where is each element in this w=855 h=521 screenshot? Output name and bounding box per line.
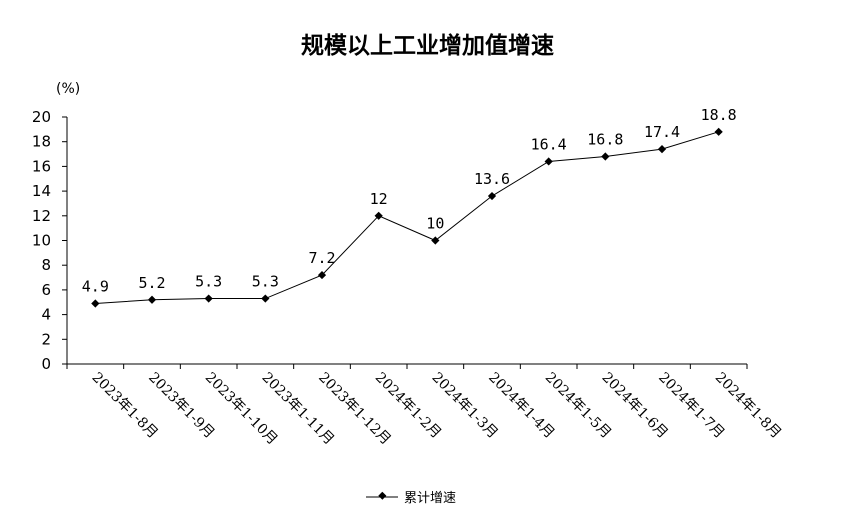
data-point [147,295,157,304]
data-label: 5.3 [195,273,222,291]
legend-label: 累计增速 [404,491,456,506]
data-point [91,299,100,308]
data-labels: 4.9 5.2 5.3 5.3 7.2 12 10 13.6 16.4 16.8 17.4 18.8 [82,106,737,296]
y-axis-ticks: 0 2 4 6 8 10 12 14 16 18 20 [32,108,67,373]
y-tick-label: 8 [41,256,51,274]
data-point [544,157,553,166]
data-label: 13.6 [474,170,510,188]
y-tick-label: 10 [32,232,51,250]
data-label: 4.9 [82,277,109,295]
data-point [657,145,667,154]
data-point [261,294,270,303]
axes [66,117,747,365]
data-label: 17.4 [644,123,680,141]
data-points [91,127,723,308]
y-tick-label: 18 [32,133,51,151]
data-label: 16.4 [531,135,567,153]
series-lines [95,131,719,304]
y-tick-label: 2 [41,330,51,348]
data-label: 10 [426,215,444,233]
data-label: 5.3 [252,273,279,291]
data-label: 7.2 [308,249,335,267]
data-point [601,152,610,161]
y-tick-label: 12 [32,207,51,225]
legend: 累计增速 [366,491,456,506]
y-tick-label: 20 [32,108,51,126]
data-label: 5.2 [138,274,165,292]
legend-marker-swatch [378,491,387,500]
y-tick-label: 6 [41,281,51,299]
data-point [317,270,327,280]
data-point [714,127,723,136]
data-point [487,191,497,201]
data-label: 12 [370,190,388,208]
y-tick-label: 14 [32,182,51,200]
y-unit-label: (%) [56,81,80,97]
y-tick-label: 0 [41,355,51,373]
chart-title: 规模以上工业增加值增速 [301,32,554,59]
series-line [95,131,719,304]
y-tick-label: 4 [41,306,51,324]
data-label: 18.8 [701,106,737,124]
data-point [204,294,213,303]
y-tick-label: 16 [32,157,51,175]
x-axis-ticks: 2023年1-8月2023年1-9月2023年1-10月2023年1-11月20… [66,364,784,448]
data-label: 16.8 [587,131,623,149]
